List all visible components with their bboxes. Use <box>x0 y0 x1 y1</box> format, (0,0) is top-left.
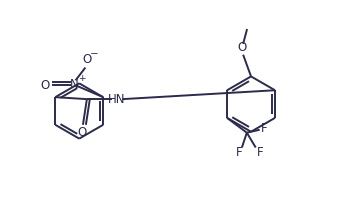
Text: −: − <box>90 49 99 59</box>
Text: O: O <box>83 53 92 66</box>
Text: N: N <box>70 78 79 91</box>
Text: F: F <box>261 122 268 135</box>
Text: F: F <box>257 146 264 159</box>
Text: HN: HN <box>108 93 125 106</box>
Text: O: O <box>40 79 50 92</box>
Text: O: O <box>238 41 247 54</box>
Text: F: F <box>236 146 242 159</box>
Text: +: + <box>78 74 85 83</box>
Text: O: O <box>77 126 86 139</box>
